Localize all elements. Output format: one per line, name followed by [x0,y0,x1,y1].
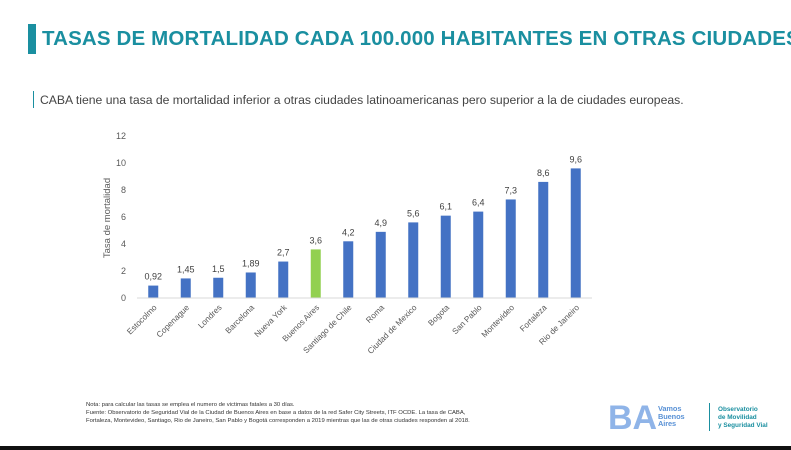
bar-londres [213,277,224,298]
bar-rio-de-janeiro [570,168,581,298]
y-axis-title: Tasa de mortalidad [102,178,113,258]
brand-line-2: Buenos [658,411,685,421]
x-tick-label: San Pablo [451,303,484,336]
page-title: TASAS DE MORTALIDAD CADA 100.000 HABITAN… [42,27,791,50]
value-label: 8,6 [537,168,550,178]
x-tick-label: Copenague [155,303,192,340]
value-label: 4,9 [374,218,387,228]
bar-montevideo [505,199,516,298]
x-tick-label: Bogota [426,303,451,328]
bars-group [148,168,581,298]
y-tick-label: 8 [121,185,126,195]
value-label: 9,6 [569,154,582,164]
logo-area: BA Vamos Buenos Aires Observatorio de Mo… [606,398,786,438]
y-tick-label: 12 [116,131,126,141]
footnote: Nota: para calcular las tasas se emplea … [86,401,556,426]
y-tick-label: 2 [121,266,126,276]
value-labels-group: 0,92 1,45 1,5 1,89 2,7 3,6 4,2 4,9 5,6 6,1 6,4 7,3 8… [144,154,582,281]
value-label: 5,6 [407,208,420,218]
brand-line-1: Vamos [658,404,682,413]
ba-logo-letters: BA [608,400,657,432]
bar-barcelona [245,272,256,298]
bar-roma [375,231,386,298]
bar-santiago-de-chile [343,241,354,298]
subtitle-accent-bar [33,91,34,108]
footnote-line-3: Fortaleza, Montevideo, Santiago, Rio de … [86,418,470,425]
bottom-border [0,446,791,450]
value-label: 0,92 [144,272,162,282]
value-label: 6,4 [472,198,485,208]
value-label: 1,89 [242,258,260,268]
value-label: 3,6 [309,235,322,245]
y-tick-label: 6 [121,212,126,222]
bar-estocolmo [148,285,159,298]
bar-copenague [180,278,191,298]
y-tick-label: 0 [121,293,126,303]
ba-logo-mark: BA [608,400,657,432]
bar-san-pablo [473,211,484,298]
value-label: 1,45 [177,264,195,274]
brand-line-3: Aires [658,419,676,429]
footnote-line-2: Fuente: Observatorio de Seguridad Vial d… [86,410,466,417]
footnote-line-1: Nota: para calcular las tasas se emplea … [86,402,295,408]
y-tick-label: 4 [121,239,126,249]
logo-divider [709,403,710,431]
value-label: 6,1 [439,202,452,212]
bar-nueva-york [278,261,289,298]
value-label: 7,3 [504,185,517,195]
x-tick-label: Estocolmo [125,303,159,337]
x-tick-label: Londres [196,303,223,330]
value-label: 2,7 [277,248,290,258]
bar-buenos-aires [310,249,321,298]
observatory-name: Observatorio de Movilidad y Seguridad Vi… [718,406,768,430]
x-tick-label: Roma [364,303,386,325]
x-tick-label: Montevideo [480,303,517,340]
y-axis: 0 2 4 6 8 10 12 [116,131,126,303]
brand-name: Vamos Buenos Aires [658,405,685,428]
page-subtitle: CABA tiene una tasa de mortalidad inferi… [40,93,684,107]
bar-fortaleza [538,181,549,298]
bar-ciudad-de-mexico [408,222,419,298]
y-tick-label: 10 [116,158,126,168]
x-tick-label: Fortaleza [518,303,549,334]
observatory-line-3: y Seguridad Vial [718,422,768,429]
bar-bogota [440,215,451,298]
value-label: 1,5 [212,264,225,274]
value-label: 4,2 [342,227,355,237]
title-accent-bar [28,24,36,54]
x-tick-label: Barcelona [224,303,257,336]
observatory-line-1: Observatorio [718,406,758,413]
observatory-line-2: de Movilidad [718,414,757,421]
